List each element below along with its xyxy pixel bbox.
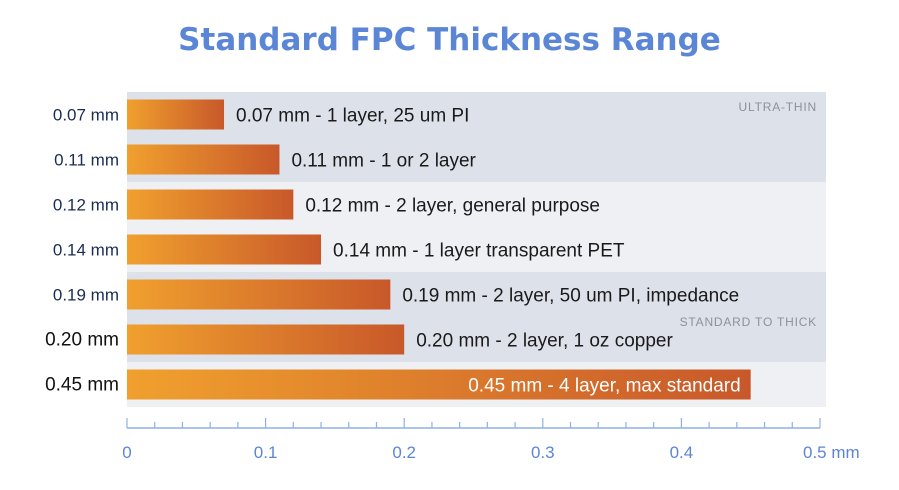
tick-label: 0 (122, 443, 131, 462)
annotation-standard-thick: STANDARD TO THICK (680, 315, 817, 329)
bar (127, 279, 391, 310)
data-label: 0.20 mm - 2 layer, 1 oz copper (416, 331, 673, 352)
bar (127, 99, 225, 130)
category-label: 0.14 mm (53, 241, 119, 260)
tick-label: 0.5 mm (803, 443, 860, 462)
category-label: 0.19 mm (53, 286, 119, 305)
category-label: 0.11 mm (54, 151, 119, 170)
bar (127, 189, 294, 220)
bars: 0.07 mm 0.07 mm - 1 layer, 25 um PI 0.11 m… (45, 99, 751, 400)
data-label: 0.07 mm - 1 layer, 25 um PI (236, 106, 469, 127)
category-label: 0.12 mm (53, 196, 119, 215)
tick-label: 0.3 (531, 443, 555, 462)
bar (127, 234, 322, 265)
tick-label: 0.4 (670, 443, 694, 462)
data-label: 0.19 mm - 2 layer, 50 um PI, impedance (402, 286, 739, 307)
tick-label: 0.1 (254, 443, 278, 462)
x-axis: 0 0.1 0.2 0.3 0.4 0.5 mm (122, 418, 860, 462)
category-label: 0.45 mm (45, 375, 119, 396)
tick-label: 0.2 (392, 443, 416, 462)
data-label: 0.12 mm - 2 layer, general purpose (305, 196, 600, 217)
data-label: 0.11 mm - 1 or 2 layer (291, 151, 476, 172)
category-label: 0.07 mm (53, 106, 119, 125)
data-label: 0.14 mm - 1 layer transparent PET (333, 241, 625, 262)
bar (127, 324, 405, 355)
bar (127, 369, 751, 400)
bar (127, 144, 280, 175)
category-label: 0.20 mm (45, 330, 119, 351)
chart-title: Standard FPC Thickness Range (178, 22, 721, 58)
annotations: ULTRA-THIN STANDARD TO THICK (680, 100, 817, 329)
annotation-ultra-thin: ULTRA-THIN (739, 100, 817, 114)
data-label: 0.45 mm - 4 layer, max standard (468, 376, 740, 397)
